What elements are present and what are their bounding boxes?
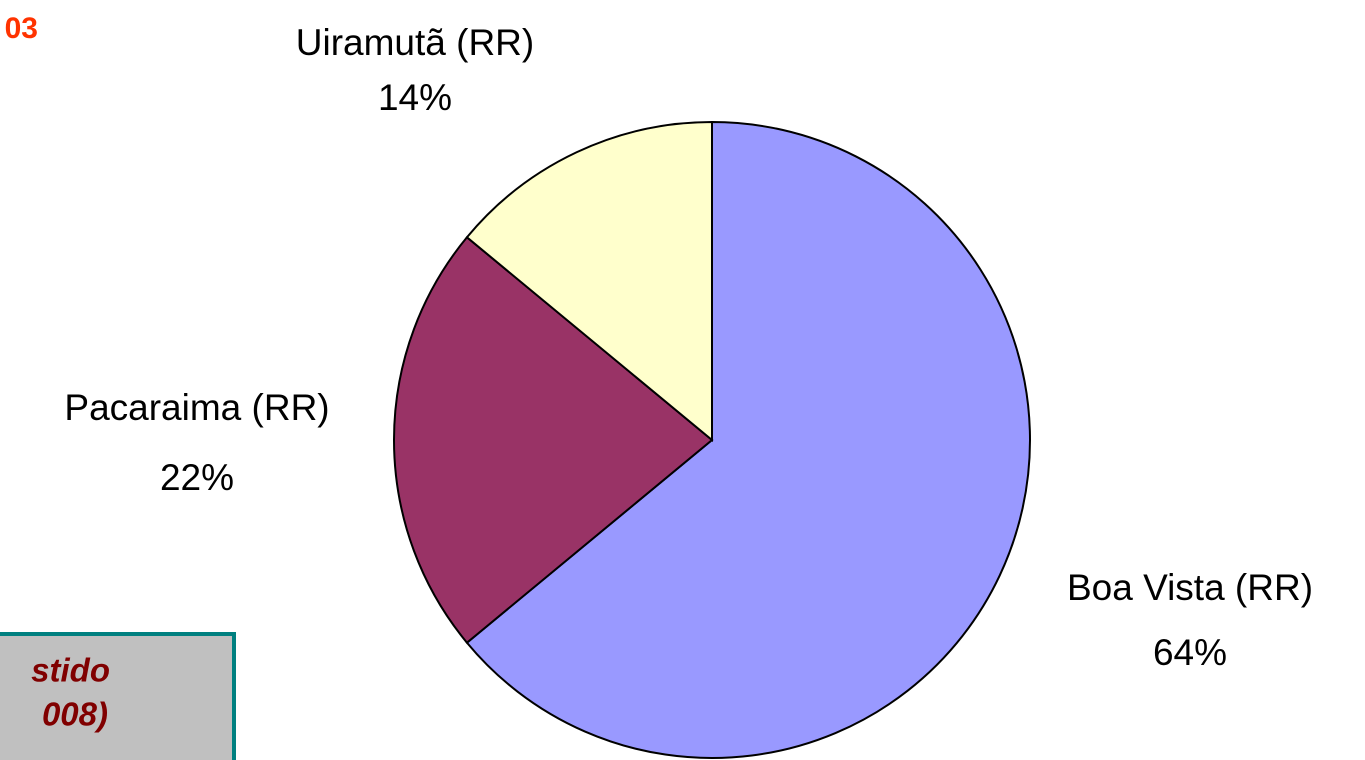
pie-slice: [393, 235, 714, 645]
pie-slice: [465, 120, 1031, 759]
slice-label: Uiramutã (RR): [296, 22, 534, 63]
note-line: 008): [42, 696, 108, 733]
note-box: [0, 632, 236, 760]
slice-value-label: 22%: [160, 457, 234, 498]
heading-fragment: 03: [5, 12, 38, 45]
slice-value-label: 14%: [378, 77, 452, 118]
note-line: stido: [31, 652, 110, 689]
slice-label: Pacaraima (RR): [64, 387, 329, 428]
slice-value-label: 64%: [1153, 632, 1227, 673]
slice-label: Boa Vista (RR): [1067, 567, 1313, 608]
pie-slice: [465, 120, 713, 443]
